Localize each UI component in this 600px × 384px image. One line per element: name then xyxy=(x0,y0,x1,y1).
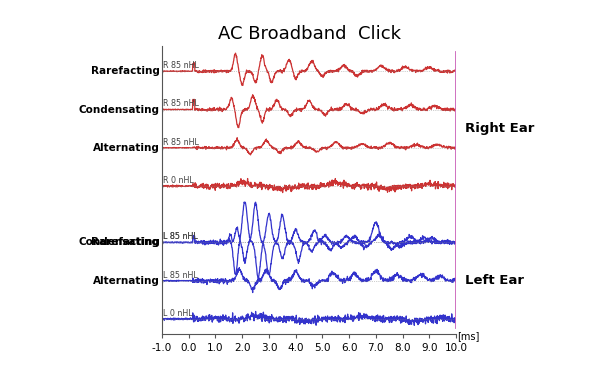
Text: L 85 nHL: L 85 nHL xyxy=(163,232,197,241)
Text: Alternating: Alternating xyxy=(93,276,160,286)
Text: Left Ear: Left Ear xyxy=(466,274,524,287)
Text: Condensating: Condensating xyxy=(79,104,160,114)
Text: Rarefacting: Rarefacting xyxy=(91,66,160,76)
Text: L 85 nHL: L 85 nHL xyxy=(163,270,197,280)
Text: Right Ear: Right Ear xyxy=(466,122,535,135)
Text: [ms]: [ms] xyxy=(457,331,480,341)
Text: Condensating: Condensating xyxy=(79,237,160,247)
Text: R 85 nHL: R 85 nHL xyxy=(163,137,199,147)
Text: L 85 nHL: L 85 nHL xyxy=(163,232,197,241)
Text: Alternating: Alternating xyxy=(93,143,160,153)
Text: R 0 nHL: R 0 nHL xyxy=(163,176,193,185)
Text: Rarefacting: Rarefacting xyxy=(91,237,160,247)
Text: R 85 nHL: R 85 nHL xyxy=(163,99,199,108)
Title: AC Broadband  Click: AC Broadband Click xyxy=(218,25,401,43)
Text: R 85 nHL: R 85 nHL xyxy=(163,61,199,70)
Text: L 0 nHL: L 0 nHL xyxy=(163,309,192,318)
